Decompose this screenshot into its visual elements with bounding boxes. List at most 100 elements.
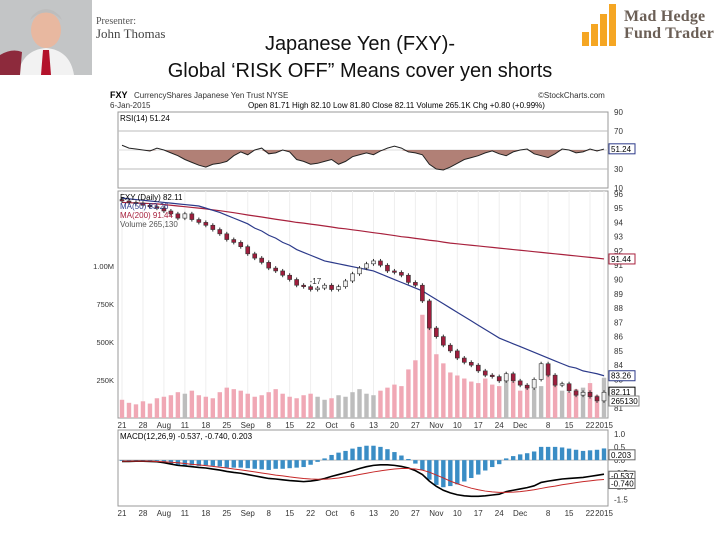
volume-bar xyxy=(294,398,299,418)
candle-body xyxy=(587,392,593,397)
volume-bar xyxy=(594,395,600,418)
macd-tick-label: 0.5 xyxy=(614,443,626,452)
candle-body xyxy=(259,257,265,263)
macd-x-tick-label: 28 xyxy=(139,509,148,518)
candle-body xyxy=(385,264,390,272)
macd-x-tick-label: 11 xyxy=(181,509,190,518)
macd-histogram-bar xyxy=(476,460,481,475)
candle-body xyxy=(566,383,572,392)
macd-histogram-bar xyxy=(524,453,530,461)
macd-tick-label: 0.0 xyxy=(614,456,626,465)
macd-flag-value: -0.740 xyxy=(611,480,634,489)
macd-histogram-bar xyxy=(119,460,125,461)
logo-bars-icon xyxy=(582,4,616,46)
volume-tick-label: 250K xyxy=(96,376,114,385)
volume-bar xyxy=(280,393,285,418)
volume-bar xyxy=(566,392,572,418)
volume-bar xyxy=(301,395,306,418)
price-tick-label: 92 xyxy=(614,247,623,256)
candle-body xyxy=(196,219,202,223)
price-tick-label: 93 xyxy=(614,233,623,242)
volume-bar xyxy=(469,381,474,418)
macd-histogram-bar xyxy=(189,460,195,466)
candle-body xyxy=(301,284,306,287)
macd-histogram-bar xyxy=(357,446,362,461)
price-x-tick-label: 15 xyxy=(565,421,574,430)
macd-x-tick-label: 15 xyxy=(285,509,294,518)
macd-x-tick-label: 10 xyxy=(453,509,462,518)
macd-histogram-bar xyxy=(196,460,202,466)
price-x-tick-label: 24 xyxy=(495,421,504,430)
candle-body xyxy=(406,274,411,283)
candle-body xyxy=(434,327,439,337)
candle-body xyxy=(489,374,495,377)
macd-histogram-bar xyxy=(601,448,607,461)
rsi-oversold-fill xyxy=(122,150,604,170)
volume-bar xyxy=(308,393,313,418)
candle-body xyxy=(378,260,383,266)
macd-histogram-bar xyxy=(343,450,348,461)
volume-bar xyxy=(133,404,139,418)
price-label: FXY (Daily) 82.11 xyxy=(120,193,183,202)
macd-histogram-bar xyxy=(504,458,509,461)
price-tick-label: 89 xyxy=(614,290,623,299)
volume-bar xyxy=(168,395,174,418)
volume-legend: Volume 265,130 xyxy=(120,220,178,229)
price-x-tick-label: 10 xyxy=(453,421,462,430)
candle-body xyxy=(182,213,188,219)
volume-bar xyxy=(385,387,390,418)
candle-body xyxy=(496,376,502,382)
candle-body xyxy=(273,267,278,272)
volume-bar xyxy=(580,387,586,418)
volume-bar xyxy=(490,384,495,418)
rsi-tick-label: 30 xyxy=(614,165,623,174)
macd-histogram-bar xyxy=(245,460,250,469)
macd-histogram-bar xyxy=(287,460,292,469)
volume-bar xyxy=(364,393,369,418)
volume-bar xyxy=(315,396,320,418)
macd-x-tick-label: 8 xyxy=(266,509,271,518)
macd-histogram-bar xyxy=(385,449,390,461)
candle-body xyxy=(294,279,299,286)
macd-histogram-bar xyxy=(350,448,355,461)
volume-bar xyxy=(587,383,593,418)
volume-bar xyxy=(510,381,516,418)
candle-body xyxy=(322,284,327,289)
macd-histogram-bar xyxy=(203,460,209,466)
candle-body xyxy=(482,370,488,376)
rsi-line xyxy=(121,144,605,171)
volume-bar xyxy=(196,395,202,418)
price-tick-label: 84 xyxy=(614,361,623,370)
price-x-tick-label: 2015 xyxy=(595,421,613,430)
macd-histogram-bar xyxy=(147,460,153,461)
macd-histogram-bar xyxy=(315,460,320,462)
candle-body xyxy=(413,282,418,286)
volume-bar xyxy=(427,320,432,418)
presenter-label: Presenter: xyxy=(96,16,136,27)
price-x-tick-label: 11 xyxy=(181,421,190,430)
volume-bar xyxy=(217,392,222,418)
macd-histogram-bar xyxy=(238,460,243,468)
macd-histogram-bar xyxy=(231,460,236,468)
macd-histogram-bar xyxy=(490,460,495,468)
macd-histogram-bar xyxy=(273,460,278,469)
candle-body xyxy=(280,270,285,276)
volume-bar xyxy=(266,392,271,418)
volume-bar xyxy=(343,396,348,418)
price-x-tick-label: 22 xyxy=(586,421,595,430)
macd-x-tick-label: 21 xyxy=(118,509,127,518)
volume-bar xyxy=(531,389,537,418)
chart-source: ©StockCharts.com xyxy=(538,91,605,100)
candle-body xyxy=(287,274,292,280)
price-x-tick-label: Dec xyxy=(513,421,527,430)
volume-bar xyxy=(524,387,530,418)
candle-body xyxy=(545,363,551,376)
rsi-last-flag xyxy=(608,143,636,155)
ma50-last-value: 83.26 xyxy=(611,372,632,381)
price-tick-label: 95 xyxy=(614,204,623,213)
macd-histogram-bar xyxy=(462,460,467,482)
macd-histogram-bar xyxy=(154,460,160,461)
ma200-last-flag xyxy=(608,253,636,265)
volume-bar xyxy=(147,403,153,418)
macd-tick-label: -1.5 xyxy=(614,495,628,504)
